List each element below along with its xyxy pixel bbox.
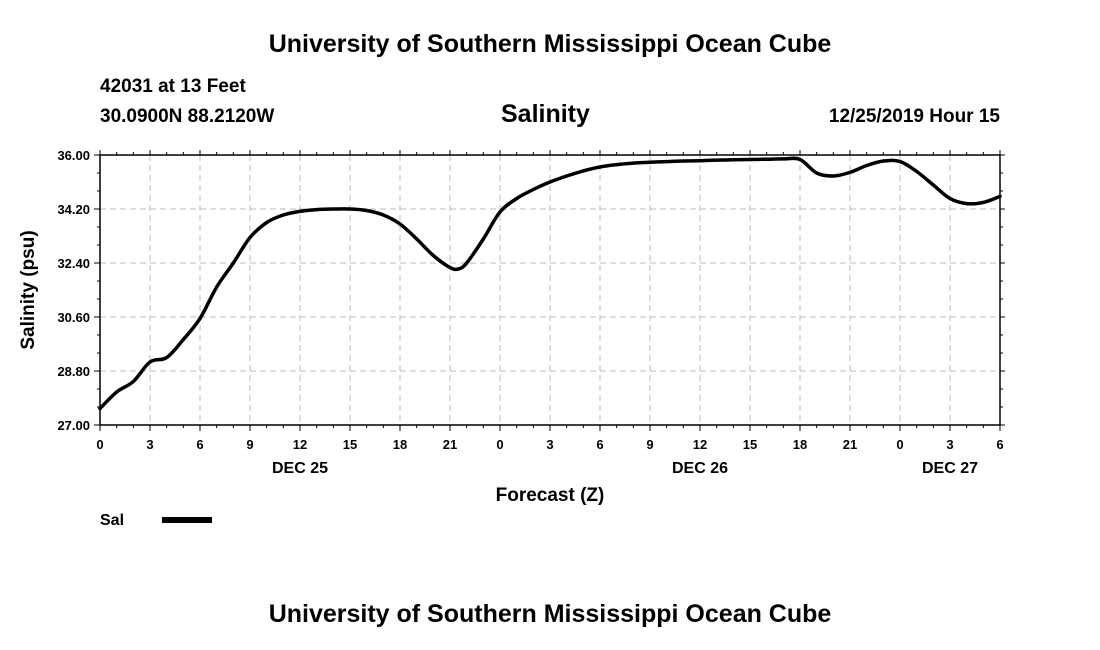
data-point: [215, 285, 219, 289]
data-point: [781, 157, 785, 161]
data-point: [998, 194, 1002, 198]
data-point: [748, 157, 752, 162]
data-point: [681, 159, 685, 163]
datetime-label: 12/25/2019 Hour 15: [828, 106, 1000, 127]
data-point: [265, 220, 269, 225]
data-point: [198, 316, 202, 321]
data-point: [698, 159, 702, 163]
x-tick-label: 3: [146, 437, 153, 452]
tick-labels: 0 3 6 9 12 15 18 21 0 3 6 9 12 15 18 21 0 3 6 27.00 28.80 30.…: [57, 148, 1003, 477]
location-label: 30.0900N 88.2120W: [100, 106, 275, 127]
legend-label: Sal: [100, 512, 124, 529]
footer-title: University of Southern Mississippi Ocean…: [268, 600, 832, 628]
data-point: [348, 207, 352, 211]
data-point: [915, 169, 919, 174]
x-tick-label: 18: [393, 437, 407, 452]
data-point: [448, 265, 452, 270]
x-tick-label: 3: [946, 437, 953, 452]
data-point: [381, 213, 385, 217]
data-point: [281, 213, 285, 217]
data-point: [765, 157, 769, 161]
axis-ticks: [94, 150, 1005, 431]
data-point: [831, 174, 835, 178]
data-point: [498, 210, 502, 214]
data-point: [565, 174, 569, 178]
data-point: [965, 202, 969, 206]
data-point: [931, 183, 935, 187]
day-label: DEC 26: [672, 460, 728, 477]
data-point: [365, 208, 369, 213]
x-tick-label: 9: [246, 437, 253, 452]
y-axis-label: Salinity (psu): [18, 230, 39, 349]
data-point: [431, 253, 435, 258]
chart-title: University of Southern Mississippi Ocean…: [268, 30, 832, 58]
data-point: [731, 158, 735, 162]
y-tick-label: 27.00: [57, 418, 90, 433]
y-tick-label: 34.20: [57, 202, 90, 217]
day-label: DEC 27: [922, 460, 978, 477]
x-tick-label: 6: [996, 437, 1003, 452]
data-point: [331, 207, 335, 211]
data-point: [131, 379, 135, 384]
data-point: [665, 160, 669, 164]
data-point: [615, 163, 619, 167]
data-point: [631, 161, 635, 165]
data-point: [456, 267, 460, 271]
data-point: [981, 200, 985, 204]
station-label: 42031 at 13 Feet: [100, 76, 246, 97]
x-axis-label: Forecast (Z): [496, 485, 605, 506]
x-tick-label: 0: [496, 437, 503, 452]
data-point: [598, 165, 602, 169]
series-layer: [98, 156, 1002, 411]
data-point: [231, 261, 235, 265]
y-tick-label: 28.80: [57, 364, 90, 379]
x-tick-label: 6: [196, 437, 203, 452]
x-tick-label: 15: [343, 437, 357, 452]
x-tick-label: 21: [443, 437, 457, 452]
legend: Sal: [100, 512, 212, 529]
data-point: [881, 159, 885, 163]
data-point: [315, 208, 319, 212]
data-point: [715, 158, 719, 162]
data-point: [531, 187, 535, 192]
x-tick-label: 6: [596, 437, 603, 452]
data-point: [898, 160, 902, 164]
data-point: [848, 170, 852, 174]
x-tick-label: 0: [96, 437, 103, 452]
x-tick-label: 18: [793, 437, 807, 452]
data-point: [581, 169, 585, 173]
data-point: [148, 360, 152, 364]
data-point: [115, 390, 119, 394]
y-tick-label: 30.60: [57, 310, 90, 325]
data-point: [548, 180, 552, 184]
data-point: [181, 337, 185, 342]
data-point: [515, 196, 519, 201]
data-point: [398, 222, 402, 226]
x-tick-label: 9: [646, 437, 653, 452]
grid: [100, 155, 1000, 425]
data-point: [815, 171, 819, 175]
variable-title: Salinity: [501, 100, 590, 128]
x-tick-label: 0: [896, 437, 903, 452]
data-point: [798, 157, 802, 162]
day-label: DEC 25: [272, 460, 328, 477]
data-point: [98, 406, 102, 411]
data-point: [481, 237, 485, 241]
data-point: [865, 163, 869, 168]
y-tick-label: 32.40: [57, 256, 90, 271]
x-tick-label: 21: [843, 437, 857, 452]
data-point: [948, 196, 952, 201]
data-point: [298, 209, 302, 213]
data-point: [648, 160, 652, 164]
x-tick-label: 3: [546, 437, 553, 452]
x-tick-label: 15: [743, 437, 757, 452]
data-point: [415, 237, 419, 241]
data-point: [465, 261, 469, 265]
data-point: [248, 235, 252, 240]
x-tick-label: 12: [293, 437, 307, 452]
x-tick-label: 12: [693, 437, 707, 452]
y-tick-label: 36.00: [57, 148, 90, 163]
data-point: [165, 355, 169, 360]
